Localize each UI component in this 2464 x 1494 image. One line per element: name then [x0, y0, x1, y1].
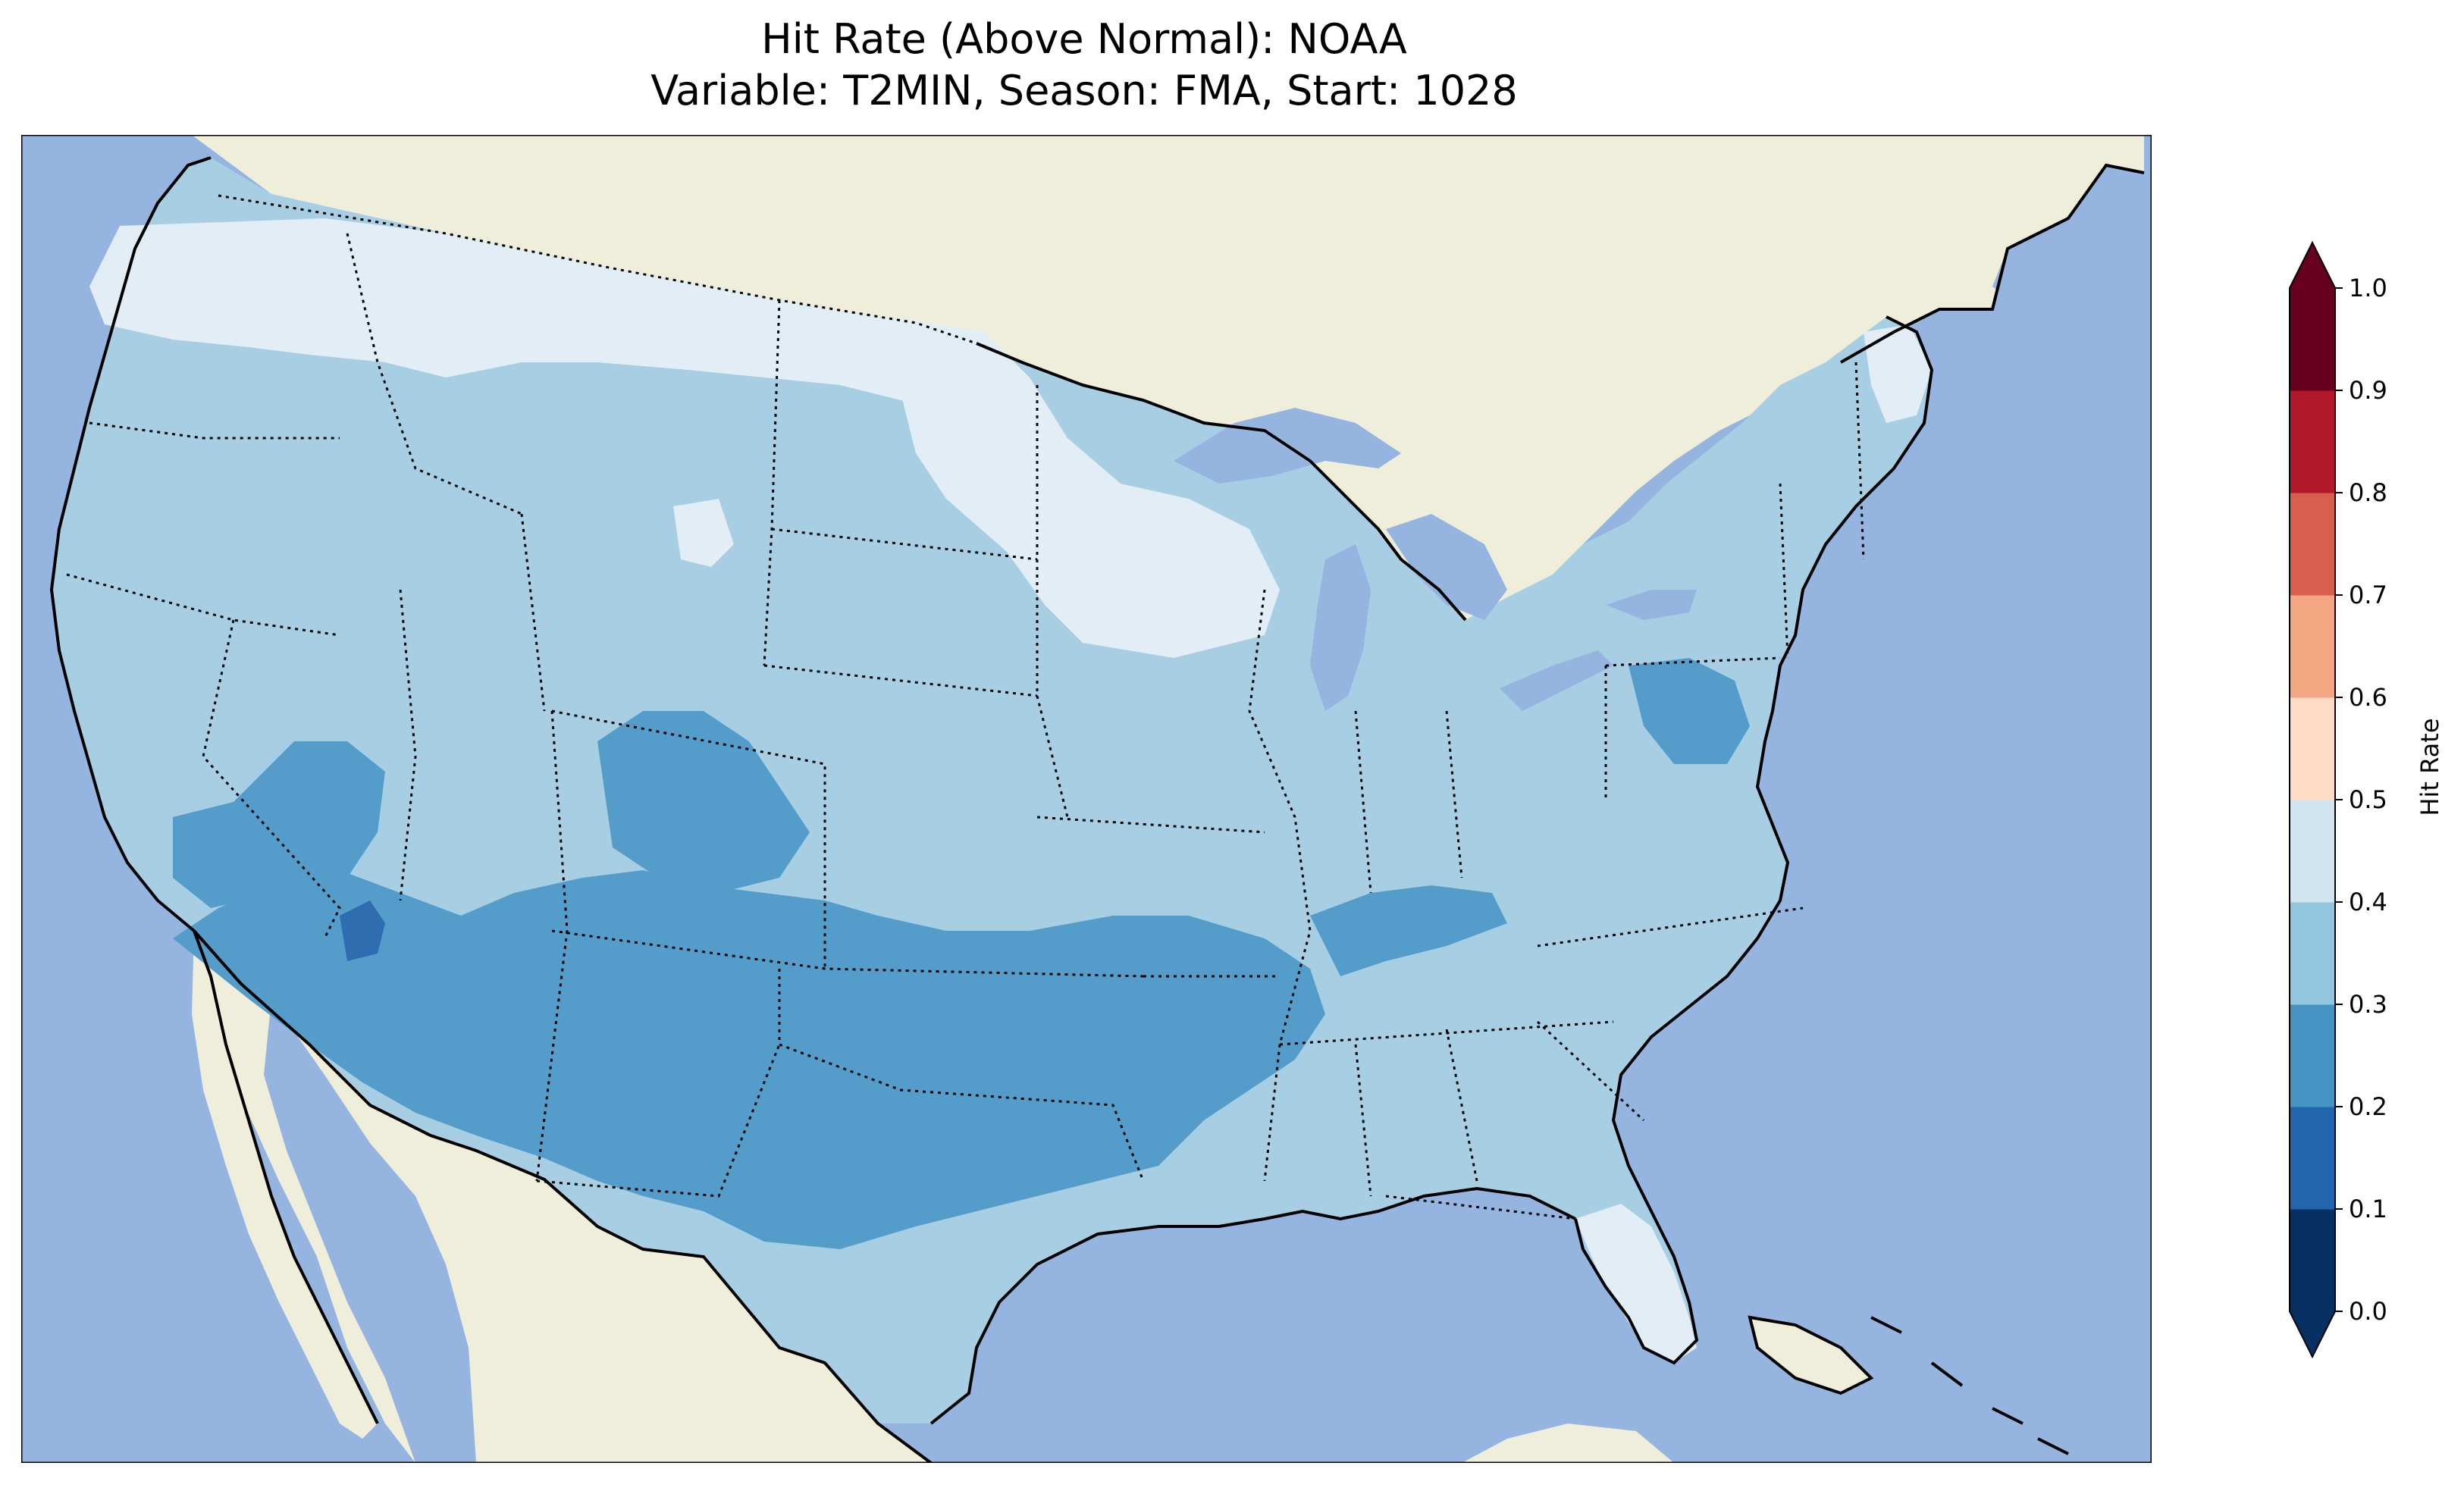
- hit-rate-field: [89, 218, 1932, 1363]
- colorbar-tick-label: 0.1: [2349, 1195, 2387, 1223]
- colorbar-tick-label: 1.0: [2349, 274, 2387, 302]
- canada-bay: [1992, 233, 2083, 309]
- west-coast-line: [49, 156, 212, 932]
- colorbar-segments: [2289, 240, 2336, 1359]
- colorbar-segment: [2290, 697, 2335, 800]
- region-great-basin: [173, 741, 385, 908]
- canada-border-line: [976, 342, 1467, 622]
- border-ca-nv: [202, 619, 341, 939]
- cuba-line: [1748, 1315, 1874, 1395]
- colorbar-extend-max: [2290, 243, 2335, 288]
- region-upper-midwest: [893, 317, 1280, 658]
- mexico-border-line: [193, 929, 933, 1463]
- border-sd-ne: [763, 664, 1038, 697]
- region-northern-tier: [89, 218, 999, 408]
- baja-coast-line: [193, 930, 379, 1424]
- colorbar-tick-label: 0.9: [2349, 376, 2387, 405]
- border-ga-sc: [1536, 1020, 1645, 1122]
- colorbar-segment: [2290, 1107, 2335, 1210]
- yucatan-fragment: [1462, 1424, 1674, 1463]
- border-wa-or: [89, 421, 340, 440]
- colorbar-segment: [2290, 1209, 2335, 1312]
- colorbar-ticks: 0.0 0.1 0.2 0.3 0.4 0.5 0.6 0.7 0.8 0.9 1.0: [2335, 274, 2387, 1326]
- canada-land: [192, 135, 2144, 719]
- border-id-wy: [520, 513, 546, 712]
- colorbar-tick-label: 0.4: [2349, 888, 2387, 916]
- lake-michigan: [1310, 544, 1371, 711]
- border-il-in: [1354, 710, 1372, 894]
- border-49th-parallel: [218, 194, 977, 345]
- colorbar-tick-label: 0.5: [2349, 785, 2387, 814]
- colorbar-tick-label: 0.6: [2349, 683, 2387, 712]
- colorbar-extend-min: [2290, 1311, 2335, 1357]
- border-tx-nm: [536, 1044, 781, 1198]
- colorbar-segment: [2290, 902, 2335, 1005]
- border-co-ne-ks: [551, 709, 826, 969]
- colorbar-tick-label: 0.3: [2349, 990, 2387, 1019]
- border-pa-ny: [1605, 656, 1781, 667]
- border-al-ga: [1445, 1029, 1478, 1182]
- border-or-ca: [66, 573, 340, 637]
- border-new-england: [1779, 483, 1789, 659]
- border-fl-panhandle: [1385, 1195, 1576, 1220]
- lake-huron: [1386, 514, 1507, 620]
- colorbar-segment: [2290, 493, 2335, 596]
- colorbar: 0.0 0.1 0.2 0.3 0.4 0.5 0.6 0.7 0.8 0.9 1.0: [2289, 240, 2387, 1359]
- region-maine: [1864, 324, 1932, 423]
- region-idaho-pocket: [673, 499, 734, 567]
- canada-east-coast-line: [1840, 163, 2145, 364]
- colorbar-label: Hit Rate: [2415, 718, 2444, 816]
- state-borders: [66, 194, 1865, 1220]
- border-ok-tx: [778, 969, 1145, 1182]
- cuba: [1750, 1317, 1871, 1393]
- region-nevada-low: [340, 900, 385, 961]
- border-in-oh: [1445, 710, 1463, 879]
- colorbar-segment: [2290, 390, 2335, 493]
- colorbar-segment: [2290, 1004, 2335, 1107]
- region-southwest-plains: [173, 870, 1325, 1249]
- colorbar-segment: [2290, 288, 2335, 391]
- border-me-nh: [1854, 362, 1865, 560]
- border-ia-mo: [1036, 816, 1265, 834]
- border-ms-al: [1354, 1044, 1372, 1197]
- region-tennessee-valley: [1310, 885, 1507, 976]
- region-rockies: [597, 711, 810, 893]
- border-mississippi: [1248, 589, 1312, 1182]
- colorbar-segment: [2290, 595, 2335, 698]
- map-title: Hit Rate (Above Normal): NOAA Variable: …: [0, 14, 2168, 117]
- region-florida: [1575, 1204, 1697, 1363]
- lake-ontario: [1606, 590, 1697, 620]
- colorbar-tick-label: 0.0: [2349, 1297, 2387, 1326]
- border-ks-ok: [551, 929, 1144, 978]
- east-coast-line: [1574, 315, 1934, 1365]
- colorbar-tick-label: 0.7: [2349, 581, 2387, 609]
- region-pennsylvania: [1629, 658, 1750, 764]
- colorbar-tick-label: 0.2: [2349, 1092, 2387, 1121]
- border-mn-wi: [1036, 385, 1069, 818]
- title-line-2: Variable: T2MIN, Season: FMA, Start: 102…: [650, 67, 1518, 114]
- border-nd-sd: [771, 528, 1038, 561]
- bahamas-line: [1870, 1316, 2069, 1455]
- colorbar-segment: [2290, 800, 2335, 903]
- colorbar-tick-label: 0.8: [2349, 478, 2387, 507]
- gulf-of-california: [264, 999, 476, 1463]
- coastlines: [49, 156, 2145, 1463]
- border-ky-tn: [1279, 1020, 1614, 1046]
- title-line-1: Hit Rate (Above Normal): NOAA: [761, 15, 1407, 63]
- border-nv-ut: [399, 589, 417, 901]
- lake-erie: [1500, 650, 1613, 711]
- border-co-ut: [550, 710, 569, 932]
- gulf-coast-line: [929, 1186, 1576, 1425]
- hit-rate-map: [21, 135, 2152, 1463]
